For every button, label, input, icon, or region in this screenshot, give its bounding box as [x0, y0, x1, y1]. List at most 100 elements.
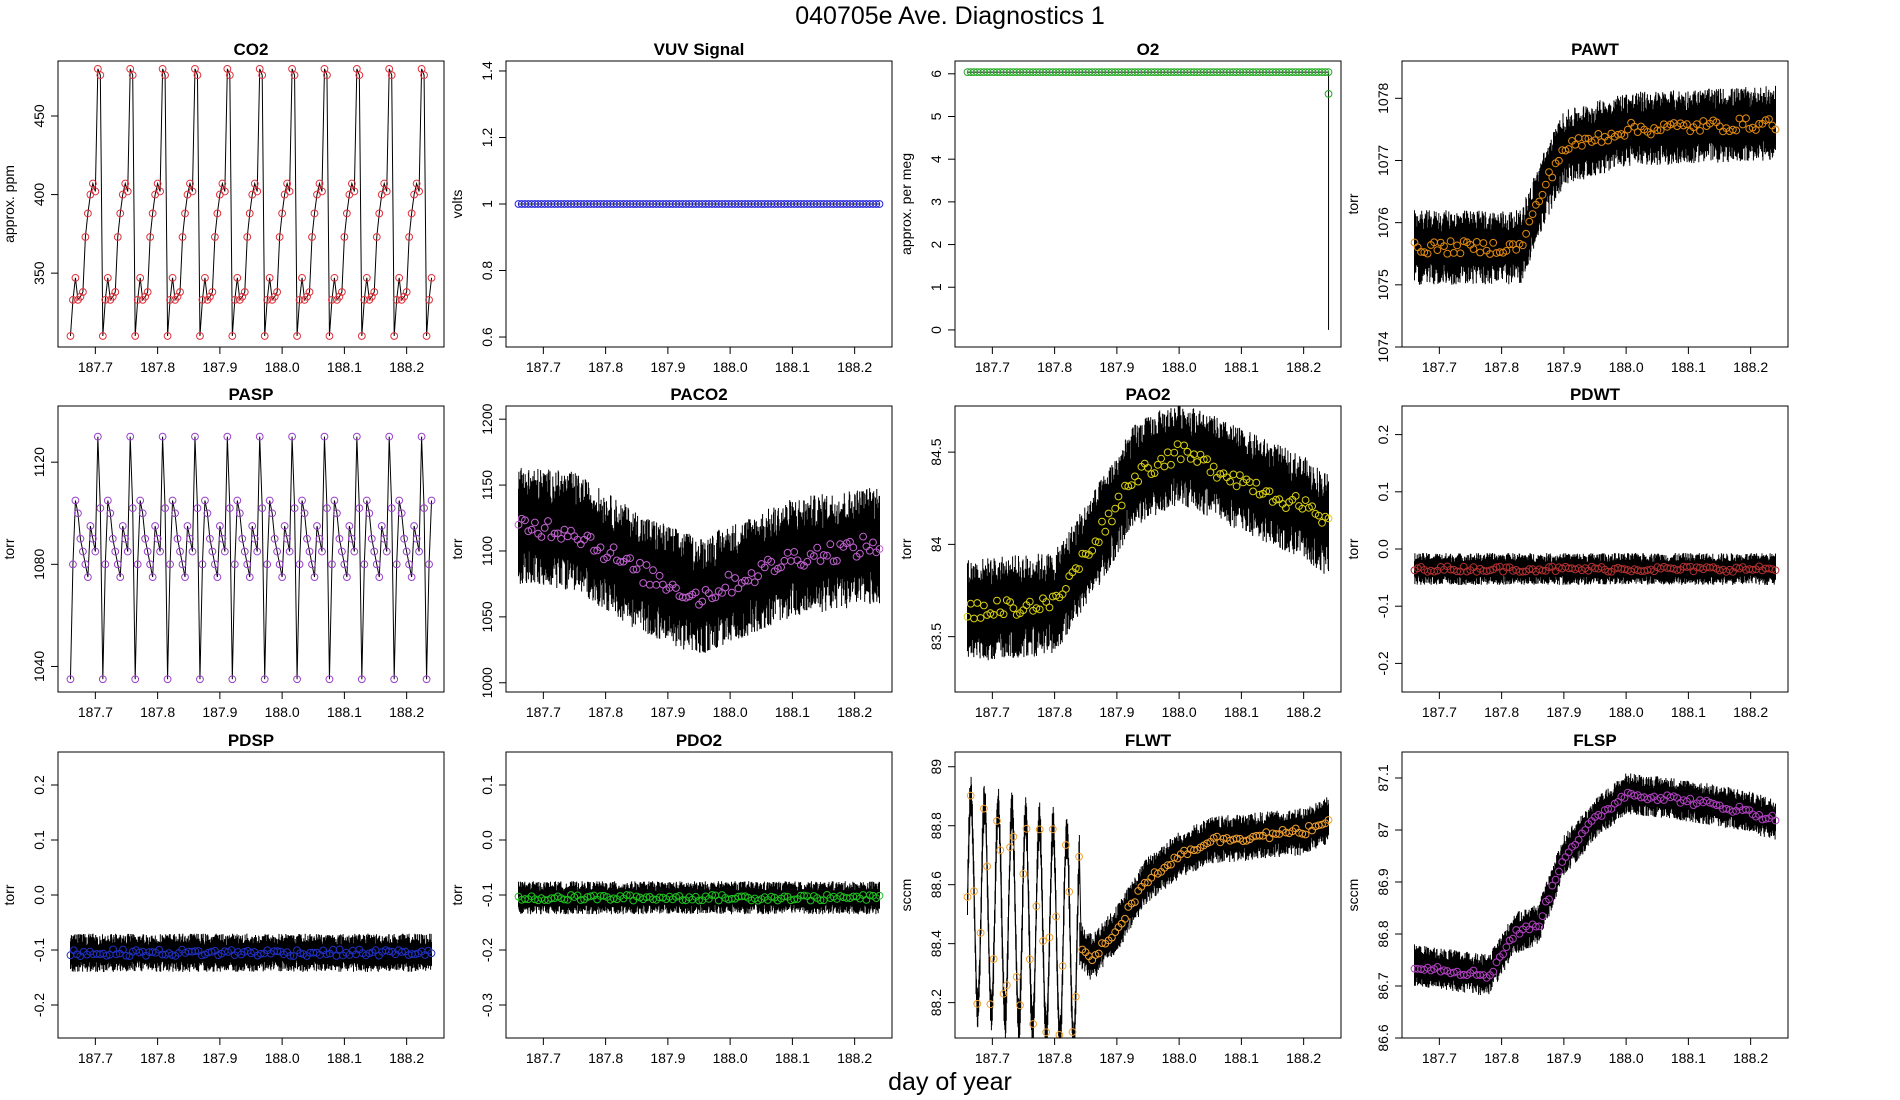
data-point [1686, 794, 1695, 803]
data-point [1476, 971, 1484, 979]
data-point [273, 947, 282, 955]
data-point [303, 534, 311, 543]
data-point [1098, 939, 1106, 947]
data-point [203, 509, 212, 518]
series-line-co2 [69, 68, 433, 337]
data-point [260, 332, 269, 340]
data-point [1101, 527, 1110, 536]
data-point [747, 569, 756, 577]
data-point [1499, 950, 1507, 959]
data-point [1262, 487, 1271, 496]
x-tick-label: 187.8 [1037, 1050, 1072, 1066]
data-point [1512, 245, 1521, 254]
data-point [148, 573, 157, 581]
data-point [1729, 807, 1737, 816]
data-point [102, 951, 111, 960]
data-point [206, 292, 214, 301]
data-point [198, 295, 207, 304]
data-point [616, 558, 625, 566]
data-point [1742, 805, 1750, 814]
data-point [141, 534, 150, 543]
y-tick-label: 1080 [31, 549, 47, 580]
data-point [1180, 441, 1188, 450]
series-line-pao2 [967, 451, 1329, 612]
data-point [156, 547, 165, 556]
data-point [796, 560, 805, 569]
x-tick-label: 188.2 [389, 359, 424, 375]
data-point [1752, 126, 1760, 134]
data-point [118, 522, 127, 530]
data-point [308, 233, 316, 241]
data-point [1502, 563, 1511, 572]
data-point [116, 573, 125, 581]
data-point [398, 948, 406, 956]
data-point [352, 432, 361, 441]
y-tick-label: -0.2 [31, 993, 47, 1017]
x-tick-label: 188.1 [1224, 359, 1259, 375]
data-point [1771, 816, 1780, 825]
data-point [976, 614, 985, 622]
data-point [724, 570, 733, 579]
data-point [1134, 477, 1143, 486]
data-point [173, 534, 182, 543]
data-point [816, 896, 825, 905]
data-point [780, 892, 789, 901]
data-point [377, 522, 386, 530]
series-flwt [963, 776, 1333, 1038]
data-point [181, 573, 189, 581]
series-line-paco2 [518, 524, 880, 598]
chart-title-o2: O2 [1137, 40, 1160, 59]
x-tick-label: 188.1 [327, 359, 362, 375]
data-point [247, 949, 255, 958]
x-tick-label: 187.7 [526, 1050, 561, 1066]
data-point [1722, 804, 1731, 813]
data-point [999, 989, 1008, 998]
data-point [1604, 805, 1612, 813]
data-point [112, 950, 121, 959]
data-point [1623, 788, 1632, 797]
data-point [1446, 237, 1455, 246]
plot-frame-flsp [1401, 751, 1789, 1039]
data-point [1006, 598, 1014, 606]
y-tick-label: 86.9 [1375, 868, 1391, 895]
data-point [1091, 537, 1100, 546]
data-point [865, 891, 874, 900]
data-point [586, 892, 595, 901]
data-point [370, 547, 379, 556]
y-tick-label: 1078 [1375, 83, 1391, 114]
y-tick-label: 1150 [479, 470, 495, 500]
y-tick-label: -0.2 [479, 938, 495, 962]
data-point [859, 532, 867, 541]
data-point [347, 179, 356, 188]
data-point [270, 292, 279, 301]
data-point [1045, 603, 1054, 612]
data-point [382, 187, 391, 196]
data-point [1163, 861, 1172, 870]
data-point [1324, 816, 1333, 824]
data-point [365, 949, 374, 958]
data-point [1748, 565, 1757, 574]
data-point [767, 557, 776, 566]
data-point [206, 534, 214, 543]
data-point [161, 504, 169, 513]
series-pao2 [963, 406, 1333, 661]
data-point [230, 295, 239, 304]
x-tick-label: 188.0 [1609, 704, 1644, 720]
data-point [777, 563, 785, 572]
x-tick-label: 187.9 [1099, 1050, 1134, 1066]
y-tick-label: 2 [928, 240, 944, 248]
data-point [71, 496, 80, 505]
x-tick-label: 188.2 [1286, 359, 1321, 375]
data-point [970, 887, 978, 896]
data-point [131, 332, 140, 340]
data-point [220, 547, 229, 556]
data-point [1042, 1028, 1051, 1037]
data-point [813, 543, 822, 552]
y-tick-label: 450 [31, 104, 47, 128]
data-point [1108, 933, 1116, 942]
data-point [385, 432, 394, 441]
data-point [340, 560, 349, 569]
data-point [1469, 245, 1478, 254]
data-point [767, 892, 776, 901]
data-point [672, 893, 680, 901]
